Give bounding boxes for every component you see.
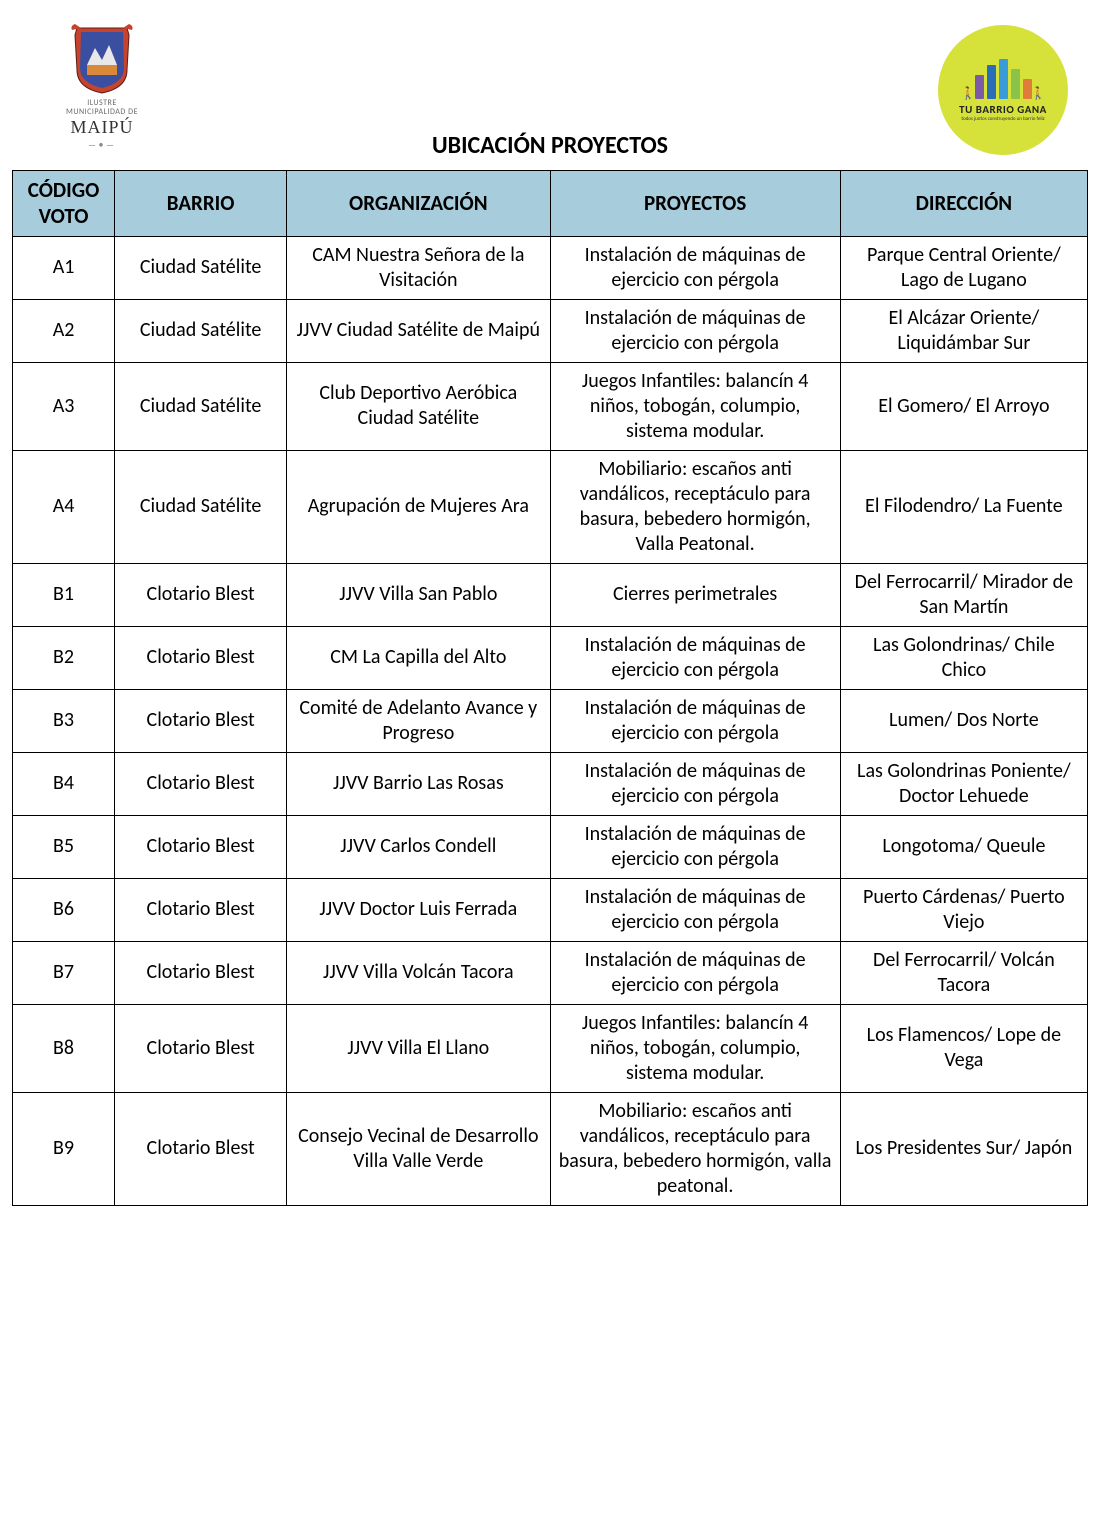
cell-direccion: Longotoma/ Queule (840, 815, 1087, 878)
cell-codigo: A2 (13, 299, 115, 362)
cell-codigo: A4 (13, 450, 115, 563)
cell-barrio: Ciudad Satélite (115, 362, 287, 450)
cell-organizacion: JJVV Ciudad Satélite de Maipú (287, 299, 550, 362)
cell-codigo: B5 (13, 815, 115, 878)
logo-brand: TU BARRIO GANA (959, 103, 1047, 116)
cell-proyectos: Instalación de máquinas de ejercicio con… (550, 689, 840, 752)
cell-codigo: A1 (13, 236, 115, 299)
cell-barrio: Clotario Blest (115, 752, 287, 815)
cell-codigo: B8 (13, 1004, 115, 1092)
table-row: B1Clotario BlestJJVV Villa San PabloCier… (13, 563, 1088, 626)
cell-proyectos: Instalación de máquinas de ejercicio con… (550, 626, 840, 689)
cell-direccion: El Alcázar Oriente/ Liquidámbar Sur (840, 299, 1087, 362)
cell-direccion: Del Ferrocarril/ Volcán Tacora (840, 941, 1087, 1004)
cell-proyectos: Instalación de máquinas de ejercicio con… (550, 878, 840, 941)
cell-proyectos: Instalación de máquinas de ejercicio con… (550, 815, 840, 878)
cell-codigo: B7 (13, 941, 115, 1004)
cell-direccion: El Filodendro/ La Fuente (840, 450, 1087, 563)
cell-organizacion: JJVV Villa Volcán Tacora (287, 941, 550, 1004)
table-row: B4Clotario BlestJJVV Barrio Las RosasIns… (13, 752, 1088, 815)
col-proyectos: PROYECTOS (550, 171, 840, 237)
col-barrio: BARRIO (115, 171, 287, 237)
cell-proyectos: Instalación de máquinas de ejercicio con… (550, 299, 840, 362)
col-direccion: DIRECCIÓN (840, 171, 1087, 237)
cell-codigo: A3 (13, 362, 115, 450)
cell-proyectos: Mobiliario: escaños anti vandálicos, rec… (550, 450, 840, 563)
shield-icon (67, 20, 137, 95)
cell-direccion: El Gomero/ El Arroyo (840, 362, 1087, 450)
table-row: B6Clotario BlestJJVV Doctor Luis Ferrada… (13, 878, 1088, 941)
table-row: A1Ciudad SatéliteCAM Nuestra Señora de l… (13, 236, 1088, 299)
cell-organizacion: Club Deportivo Aeróbica Ciudad Satélite (287, 362, 550, 450)
cell-proyectos: Juegos Infantiles: balancín 4 niños, tob… (550, 1004, 840, 1092)
table-header-row: CÓDIGO VOTO BARRIO ORGANIZACIÓN PROYECTO… (13, 171, 1088, 237)
table-row: A3Ciudad SatéliteClub Deportivo Aeróbica… (13, 362, 1088, 450)
cell-direccion: Las Golondrinas Poniente/ Doctor Lehuede (840, 752, 1087, 815)
table-row: A2Ciudad SatéliteJJVV Ciudad Satélite de… (13, 299, 1088, 362)
cell-organizacion: JJVV Villa San Pablo (287, 563, 550, 626)
page-title: UBICACIÓN PROYECTOS (12, 131, 1088, 160)
cell-proyectos: Cierres perimetrales (550, 563, 840, 626)
cell-codigo: B2 (13, 626, 115, 689)
cell-barrio: Clotario Blest (115, 689, 287, 752)
projects-table: CÓDIGO VOTO BARRIO ORGANIZACIÓN PROYECTO… (12, 170, 1088, 1206)
cell-barrio: Clotario Blest (115, 815, 287, 878)
cell-barrio: Ciudad Satélite (115, 299, 287, 362)
cell-barrio: Clotario Blest (115, 563, 287, 626)
cell-organizacion: Consejo Vecinal de Desarrollo Villa Vall… (287, 1092, 550, 1205)
table-row: A4Ciudad SatéliteAgrupación de Mujeres A… (13, 450, 1088, 563)
cell-direccion: Las Golondrinas/ Chile Chico (840, 626, 1087, 689)
cell-proyectos: Instalación de máquinas de ejercicio con… (550, 752, 840, 815)
logo-subtitle-2: MUNICIPALIDAD DE (42, 108, 162, 117)
cell-barrio: Clotario Blest (115, 941, 287, 1004)
cell-proyectos: Juegos Infantiles: balancín 4 niños, tob… (550, 362, 840, 450)
cell-organizacion: CM La Capilla del Alto (287, 626, 550, 689)
cell-organizacion: Comité de Adelanto Avance y Progreso (287, 689, 550, 752)
cell-codigo: B3 (13, 689, 115, 752)
cell-barrio: Clotario Blest (115, 626, 287, 689)
cell-codigo: B1 (13, 563, 115, 626)
cell-organizacion: JJVV Doctor Luis Ferrada (287, 878, 550, 941)
col-organizacion: ORGANIZACIÓN (287, 171, 550, 237)
cell-organizacion: JJVV Carlos Condell (287, 815, 550, 878)
table-row: B8Clotario BlestJJVV Villa El LlanoJuego… (13, 1004, 1088, 1092)
cell-direccion: Los Flamencos/ Lope de Vega (840, 1004, 1087, 1092)
cell-barrio: Ciudad Satélite (115, 450, 287, 563)
col-codigo: CÓDIGO VOTO (13, 171, 115, 237)
table-row: B5Clotario BlestJJVV Carlos CondellInsta… (13, 815, 1088, 878)
cell-organizacion: JJVV Barrio Las Rosas (287, 752, 550, 815)
table-row: B3Clotario BlestComité de Adelanto Avanc… (13, 689, 1088, 752)
cell-direccion: Puerto Cárdenas/ Puerto Viejo (840, 878, 1087, 941)
cell-organizacion: CAM Nuestra Señora de la Visitación (287, 236, 550, 299)
cell-barrio: Clotario Blest (115, 1092, 287, 1205)
cell-codigo: B4 (13, 752, 115, 815)
table-row: B9Clotario BlestConsejo Vecinal de Desar… (13, 1092, 1088, 1205)
cell-organizacion: JJVV Villa El Llano (287, 1004, 550, 1092)
cell-proyectos: Instalación de máquinas de ejercicio con… (550, 941, 840, 1004)
cell-barrio: Clotario Blest (115, 1004, 287, 1092)
cell-barrio: Clotario Blest (115, 878, 287, 941)
cell-codigo: B6 (13, 878, 115, 941)
cell-direccion: Lumen/ Dos Norte (840, 689, 1087, 752)
logo-tagline: todos juntos construyendo un barrio feli… (961, 116, 1044, 122)
document-header: ILUSTRE MUNICIPALIDAD DE MAIPÚ ―•― 🚶 🚶 T… (12, 20, 1088, 160)
cell-codigo: B9 (13, 1092, 115, 1205)
table-row: B7Clotario BlestJJVV Villa Volcán Tacora… (13, 941, 1088, 1004)
cell-direccion: Los Presidentes Sur/ Japón (840, 1092, 1087, 1205)
cell-proyectos: Mobiliario: escaños anti vandálicos, rec… (550, 1092, 840, 1205)
cell-direccion: Del Ferrocarril/ Mirador de San Martín (840, 563, 1087, 626)
table-row: B2Clotario BlestCM La Capilla del AltoIn… (13, 626, 1088, 689)
cell-proyectos: Instalación de máquinas de ejercicio con… (550, 236, 840, 299)
cell-direccion: Parque Central Oriente/ Lago de Lugano (840, 236, 1087, 299)
logo-bars-icon: 🚶 🚶 (975, 59, 1032, 99)
cell-organizacion: Agrupación de Mujeres Ara (287, 450, 550, 563)
cell-barrio: Ciudad Satélite (115, 236, 287, 299)
